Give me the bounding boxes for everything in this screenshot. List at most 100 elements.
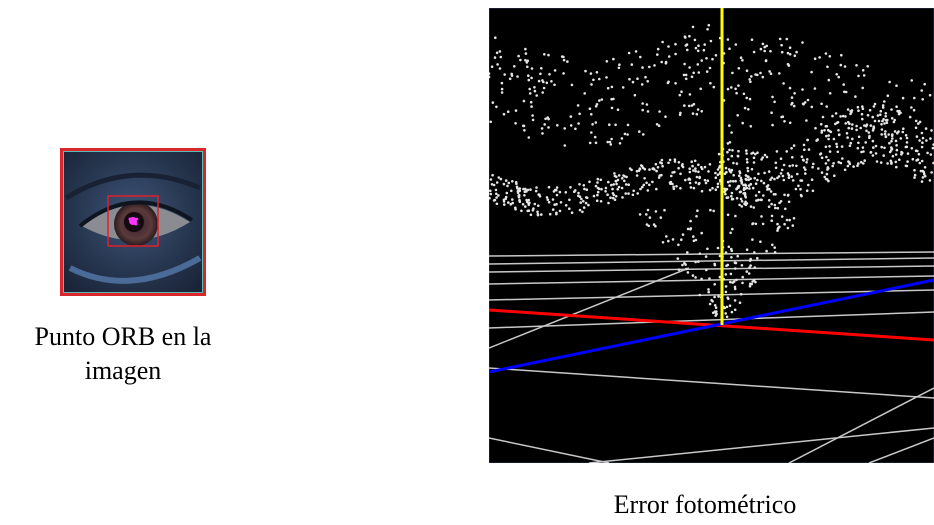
cloud-point (770, 219, 773, 222)
cloud-point (729, 231, 732, 235)
cloud-point (841, 157, 844, 160)
cloud-point (765, 44, 768, 48)
cloud-point (799, 179, 802, 182)
cloud-point (786, 51, 790, 55)
cloud-point (752, 206, 756, 209)
cloud-point (610, 137, 613, 141)
cloud-point (884, 118, 888, 122)
cloud-point (797, 184, 800, 188)
cloud-point (579, 201, 582, 204)
cloud-point (614, 179, 618, 183)
cloud-point (716, 182, 720, 186)
cloud-point (820, 102, 823, 106)
cloud-point (519, 58, 522, 62)
cloud-point (712, 209, 715, 213)
cloud-point (688, 167, 691, 170)
cloud-point (692, 102, 696, 106)
cloud-point (667, 55, 671, 58)
cloud-point (802, 166, 806, 169)
cloud-point (703, 165, 707, 169)
grid-line (868, 437, 934, 463)
cloud-point (694, 260, 697, 264)
cloud-point (652, 167, 655, 170)
cloud-point (828, 150, 832, 153)
cloud-point (700, 165, 703, 169)
cloud-point (643, 167, 647, 171)
cloud-point (683, 62, 686, 66)
cloud-point (692, 71, 695, 75)
cloud-point (728, 148, 731, 152)
cloud-point (697, 163, 700, 167)
cloud-point (609, 143, 613, 146)
grid-line (489, 251, 934, 257)
cloud-point (849, 141, 853, 145)
cloud-point (737, 149, 740, 153)
cloud-point (856, 146, 860, 150)
cloud-point (726, 87, 730, 91)
cloud-point (725, 196, 729, 199)
cloud-point (620, 137, 624, 140)
cloud-point (743, 106, 747, 110)
cloud-point (610, 183, 613, 187)
cloud-point (528, 92, 532, 95)
cloud-point (576, 104, 580, 107)
cloud-point (913, 173, 917, 177)
cloud-point (851, 137, 854, 141)
cloud-point (761, 222, 765, 226)
cloud-point (759, 47, 763, 51)
cloud-point (612, 183, 615, 186)
cloud-point (606, 86, 610, 90)
cloud-point (531, 114, 534, 117)
cloud-point (712, 85, 716, 89)
cloud-point (827, 158, 830, 162)
cloud-point (596, 181, 599, 184)
cloud-point (735, 278, 738, 282)
cloud-point (589, 72, 593, 75)
cloud-point (632, 189, 635, 193)
cloud-point (591, 123, 594, 126)
cloud-point (588, 141, 592, 145)
cloud-point (527, 74, 530, 77)
roi-box (107, 195, 159, 247)
cloud-point (655, 123, 659, 126)
cloud-point (583, 92, 586, 95)
cloud-point (852, 165, 855, 168)
cloud-point (668, 158, 672, 162)
cloud-point (596, 186, 600, 190)
cloud-point (744, 200, 747, 204)
cloud-point (707, 288, 710, 291)
cloud-point (653, 64, 656, 67)
cloud-point (624, 183, 628, 186)
cloud-point (792, 217, 796, 220)
cloud-point (616, 178, 620, 182)
cloud-point (595, 103, 599, 106)
cloud-point (905, 136, 909, 140)
cloud-point (638, 130, 641, 133)
cloud-point (713, 295, 716, 299)
cloud-point (841, 114, 845, 118)
grid-line (489, 289, 934, 301)
cloud-point (728, 141, 732, 144)
cloud-point (793, 92, 796, 95)
cloud-point (708, 163, 712, 166)
cloud-point (568, 198, 571, 202)
cloud-point (510, 72, 513, 76)
cloud-point (931, 146, 934, 150)
cloud-point (691, 112, 695, 115)
cloud-point (799, 187, 802, 191)
cloud-point (678, 93, 682, 97)
cloud-point (516, 191, 520, 194)
cloud-point (835, 145, 839, 148)
cloud-point (506, 110, 510, 113)
cloud-point (883, 100, 886, 103)
cloud-point (672, 187, 676, 190)
cloud-point (864, 141, 867, 144)
cloud-point (725, 315, 729, 319)
cloud-point (844, 115, 847, 118)
grid-line (489, 367, 934, 399)
cloud-point (897, 110, 900, 114)
cloud-point (497, 194, 500, 197)
cloud-point (804, 172, 807, 175)
cloud-point (769, 190, 773, 193)
left-caption: Punto ORB en la imagen (0, 320, 246, 388)
